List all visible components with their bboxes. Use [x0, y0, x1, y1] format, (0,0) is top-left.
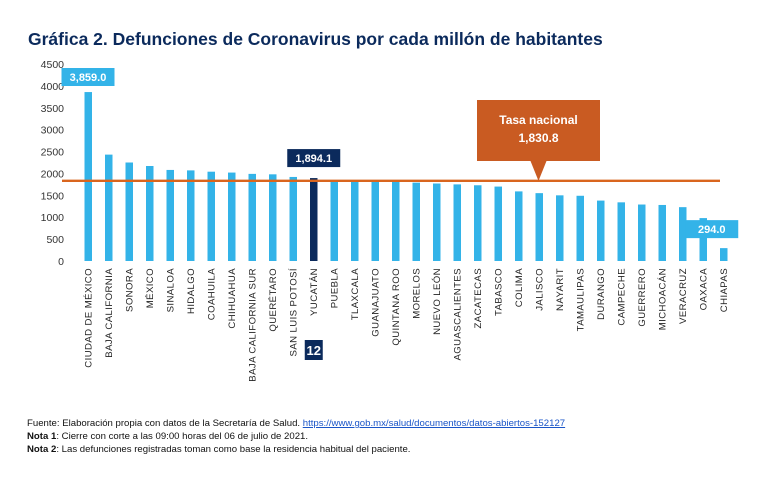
bar: [310, 178, 318, 261]
source-text: Fuente: Elaboración propia con datos de …: [27, 418, 303, 429]
bar: [556, 195, 564, 261]
source-link[interactable]: https://www.gob.mx/salud/documentos/dato…: [302, 418, 566, 429]
bar: [207, 171, 215, 261]
x-tick-label: SAN LUIS POTOSÍ: [288, 268, 299, 356]
x-tick-label: GUANAJUATO: [370, 268, 381, 337]
x-tick-label: PUEBLA: [329, 268, 340, 308]
x-tick-label: GUERRERO: [637, 268, 648, 327]
bar: [638, 204, 646, 261]
bar: [392, 181, 400, 261]
bar: [515, 191, 523, 261]
y-tick-label: 4500: [41, 59, 65, 71]
bar: [535, 193, 543, 261]
bar: [330, 180, 338, 261]
bar: [576, 195, 584, 261]
rank-badge: [304, 340, 323, 360]
x-tick-label: MÉXICO: [145, 268, 156, 308]
y-tick-label: 1000: [41, 212, 65, 224]
bar: [617, 202, 625, 261]
bar: [720, 248, 728, 261]
bar: [453, 184, 461, 261]
x-tick-label: TAMAULIPAS: [575, 268, 586, 331]
value-label: 294.0: [698, 224, 726, 236]
y-tick-label: 3000: [41, 125, 65, 137]
bar: [351, 180, 359, 261]
x-tick-label: COLIMA: [514, 268, 525, 307]
bar: [597, 200, 605, 261]
source-line: Fuente: Elaboración propia con datos de …: [27, 417, 565, 430]
x-tick-label: YUCATÁN: [309, 268, 320, 316]
x-tick-label: SINALOA: [165, 268, 176, 313]
bar: [699, 218, 707, 261]
rank-badge-label: 12: [307, 343, 321, 358]
bar: [105, 154, 113, 261]
x-tick-label: MORELOS: [411, 268, 422, 319]
x-tick-label: BAJA CALIFORNIA SUR: [247, 268, 258, 382]
x-tick-label: QUERÉTARO: [268, 268, 279, 332]
note-1: Nota 1: Cierre con corte a las 09:00 hor…: [27, 430, 565, 443]
x-tick-label: DURANGO: [596, 268, 607, 320]
chart-title: Gráfica 2. Defunciones de Coronavirus po…: [28, 29, 603, 49]
x-tick-label: SONORA: [124, 268, 135, 312]
note-1-text: : Cierre con corte a las 09:00 horas del…: [56, 431, 309, 442]
footer-notes: Fuente: Elaboración propia con datos de …: [27, 417, 565, 456]
x-tick-label: CHIAPAS: [719, 268, 730, 312]
value-label: 3,859.0: [70, 72, 107, 84]
bar: [166, 169, 174, 261]
y-tick-label: 2500: [41, 147, 65, 159]
bar: [679, 207, 687, 261]
x-tick-label: QUINTANA ROO: [391, 268, 402, 346]
x-tick-label: MICHOACÁN: [657, 268, 668, 330]
bar: [658, 204, 666, 261]
y-tick-label: 0: [58, 256, 64, 268]
bar: [269, 174, 277, 261]
x-tick-label: TABASCO: [493, 268, 504, 316]
x-tick-label: COAHUILA: [206, 268, 217, 320]
x-tick-label: VERACRUZ: [678, 268, 689, 324]
bar: [146, 166, 154, 261]
value-callout-box: [685, 220, 739, 239]
x-tick-label: ZACATECAS: [473, 268, 484, 328]
national-rate-box: [477, 100, 600, 161]
note-2: Nota 2: Las defunciones registradas toma…: [27, 443, 565, 456]
x-tick-label: JALISCO: [534, 268, 545, 311]
national-rate-label: Tasa nacional: [499, 113, 577, 127]
value-callout-box: [287, 149, 341, 168]
bar: [433, 183, 441, 261]
y-tick-label: 4000: [41, 81, 65, 93]
x-tick-label: BAJA CALIFORNIA: [104, 268, 115, 358]
value-callout-box: [61, 68, 115, 86]
x-tick-label: TLAXCALA: [350, 268, 361, 320]
note-2-label: Nota 2: [27, 444, 57, 455]
bar: [494, 186, 502, 261]
x-tick-label: NUEVO LEÓN: [432, 268, 443, 335]
y-tick-label: 500: [46, 234, 64, 246]
national-rate-value: 1,830.8: [518, 131, 558, 145]
bar: [289, 176, 297, 261]
note-2-text: : Las defunciones registradas toman como…: [56, 444, 411, 455]
bar: [187, 170, 195, 261]
national-rate-pointer: [530, 161, 547, 181]
x-tick-label: AGUASCALIENTES: [452, 268, 463, 361]
x-tick-label: CAMPECHE: [616, 268, 627, 326]
bar: [371, 181, 379, 261]
x-tick-label: CIUDAD DE MÉXICO: [83, 268, 94, 368]
x-tick-label: HIDALGO: [186, 268, 197, 314]
x-tick-label: NAYARIT: [555, 268, 566, 311]
x-tick-label: OAXACA: [698, 268, 709, 311]
bar: [228, 172, 236, 261]
bar-chart: 0 500 1000 1500 2000 2500 3000 3500 4000 4500 CIUD…: [41, 59, 739, 382]
x-tick-label: CHIHUAHUA: [227, 268, 238, 329]
y-tick-label: 3500: [41, 103, 65, 115]
note-1-label: Nota 1: [27, 431, 57, 442]
value-label: 1,894.1: [295, 153, 332, 165]
bar: [412, 182, 420, 261]
y-tick-label: 1500: [41, 190, 65, 202]
bar: [474, 185, 482, 261]
y-tick-label: 2000: [41, 168, 65, 180]
bar: [125, 162, 133, 261]
bar: [84, 92, 92, 261]
bar: [248, 173, 256, 261]
